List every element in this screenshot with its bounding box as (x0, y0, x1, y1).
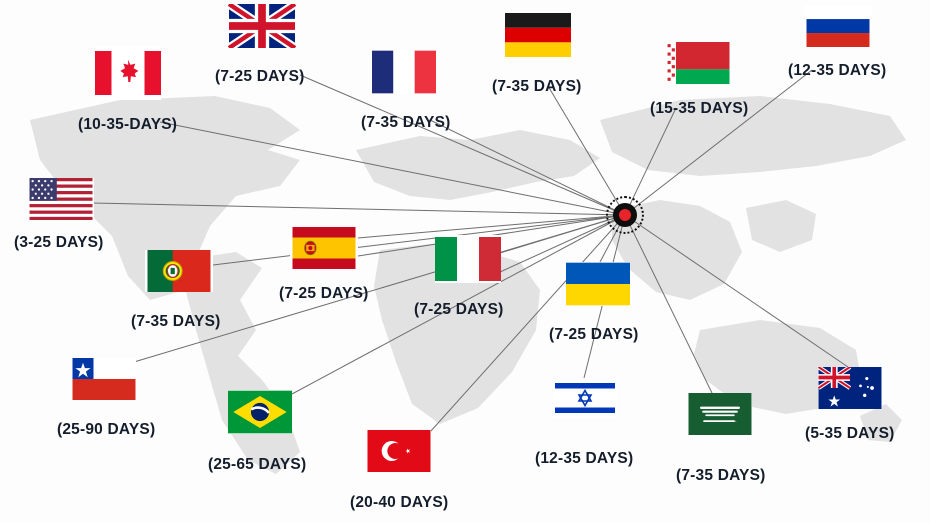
route-germany (547, 85, 626, 216)
route-italy-b (499, 214, 626, 273)
israel-flag (553, 378, 617, 418)
belarus-flag (664, 42, 732, 84)
delivery-time-label-belarus: (15-35 DAYS) (650, 100, 749, 117)
delivery-time-label-portugal: (7-35 DAYS) (131, 313, 221, 330)
delivery-time-label-germany: (7-35 DAYS) (492, 78, 582, 95)
delivery-time-label-united-kingdom: (7-25 DAYS) (215, 68, 305, 85)
delivery-time-label-france: (7-35 DAYS) (361, 114, 451, 131)
hub-ring (613, 203, 637, 227)
route-united-kingdom (299, 74, 626, 216)
delivery-time-label-spain: (7-25 DAYS) (279, 285, 369, 302)
united-states-flag (28, 178, 94, 220)
delivery-time-label-israel: (12-35 DAYS) (535, 450, 634, 467)
chile-flag (72, 358, 136, 400)
delivery-time-label-italy: (7-25 DAYS) (414, 301, 504, 318)
route-russia (624, 69, 813, 216)
russia-flag (804, 5, 872, 47)
france-flag (372, 50, 436, 94)
route-australia (624, 214, 849, 368)
hub-core-dot (619, 209, 631, 221)
route-chile (133, 214, 626, 363)
portugal-flag (145, 250, 213, 292)
ukraine-flag (566, 262, 630, 306)
germany-flag (505, 12, 571, 58)
brazil-flag (228, 390, 292, 434)
australia-flag (818, 367, 882, 409)
shipping-origin-hub (606, 196, 644, 234)
route-portugal (212, 214, 626, 266)
route-france (429, 119, 626, 216)
route-turkey (429, 214, 626, 433)
spain-flag (290, 227, 358, 269)
italy-flag (435, 235, 501, 283)
route-brazil (291, 214, 626, 395)
delivery-time-label-united-states: (3-25 DAYS) (14, 234, 104, 251)
canada-flag (95, 46, 161, 100)
route-canada (159, 121, 626, 216)
united-kingdom-flag (228, 4, 296, 48)
delivery-time-label-chile: (25-90 DAYS) (57, 421, 156, 438)
route-saudi-arabia (624, 214, 713, 394)
saudi-arabia-flag (688, 393, 752, 435)
delivery-time-label-canada: (10-35-DAYS) (78, 116, 178, 133)
delivery-time-label-saudi-arabia: (7-35 DAYS) (676, 467, 766, 484)
delivery-time-label-turkey: (20-40 DAYS) (350, 494, 449, 511)
turkey-flag (367, 430, 431, 472)
delivery-time-label-ukraine: (7-25 DAYS) (549, 326, 639, 343)
route-united-states (91, 202, 626, 216)
delivery-time-label-brazil: (25-65 DAYS) (208, 456, 307, 473)
delivery-time-label-australia: (5-35 DAYS) (805, 425, 895, 442)
delivery-time-label-russia: (12-35 DAYS) (788, 62, 887, 79)
route-spain (357, 214, 626, 239)
